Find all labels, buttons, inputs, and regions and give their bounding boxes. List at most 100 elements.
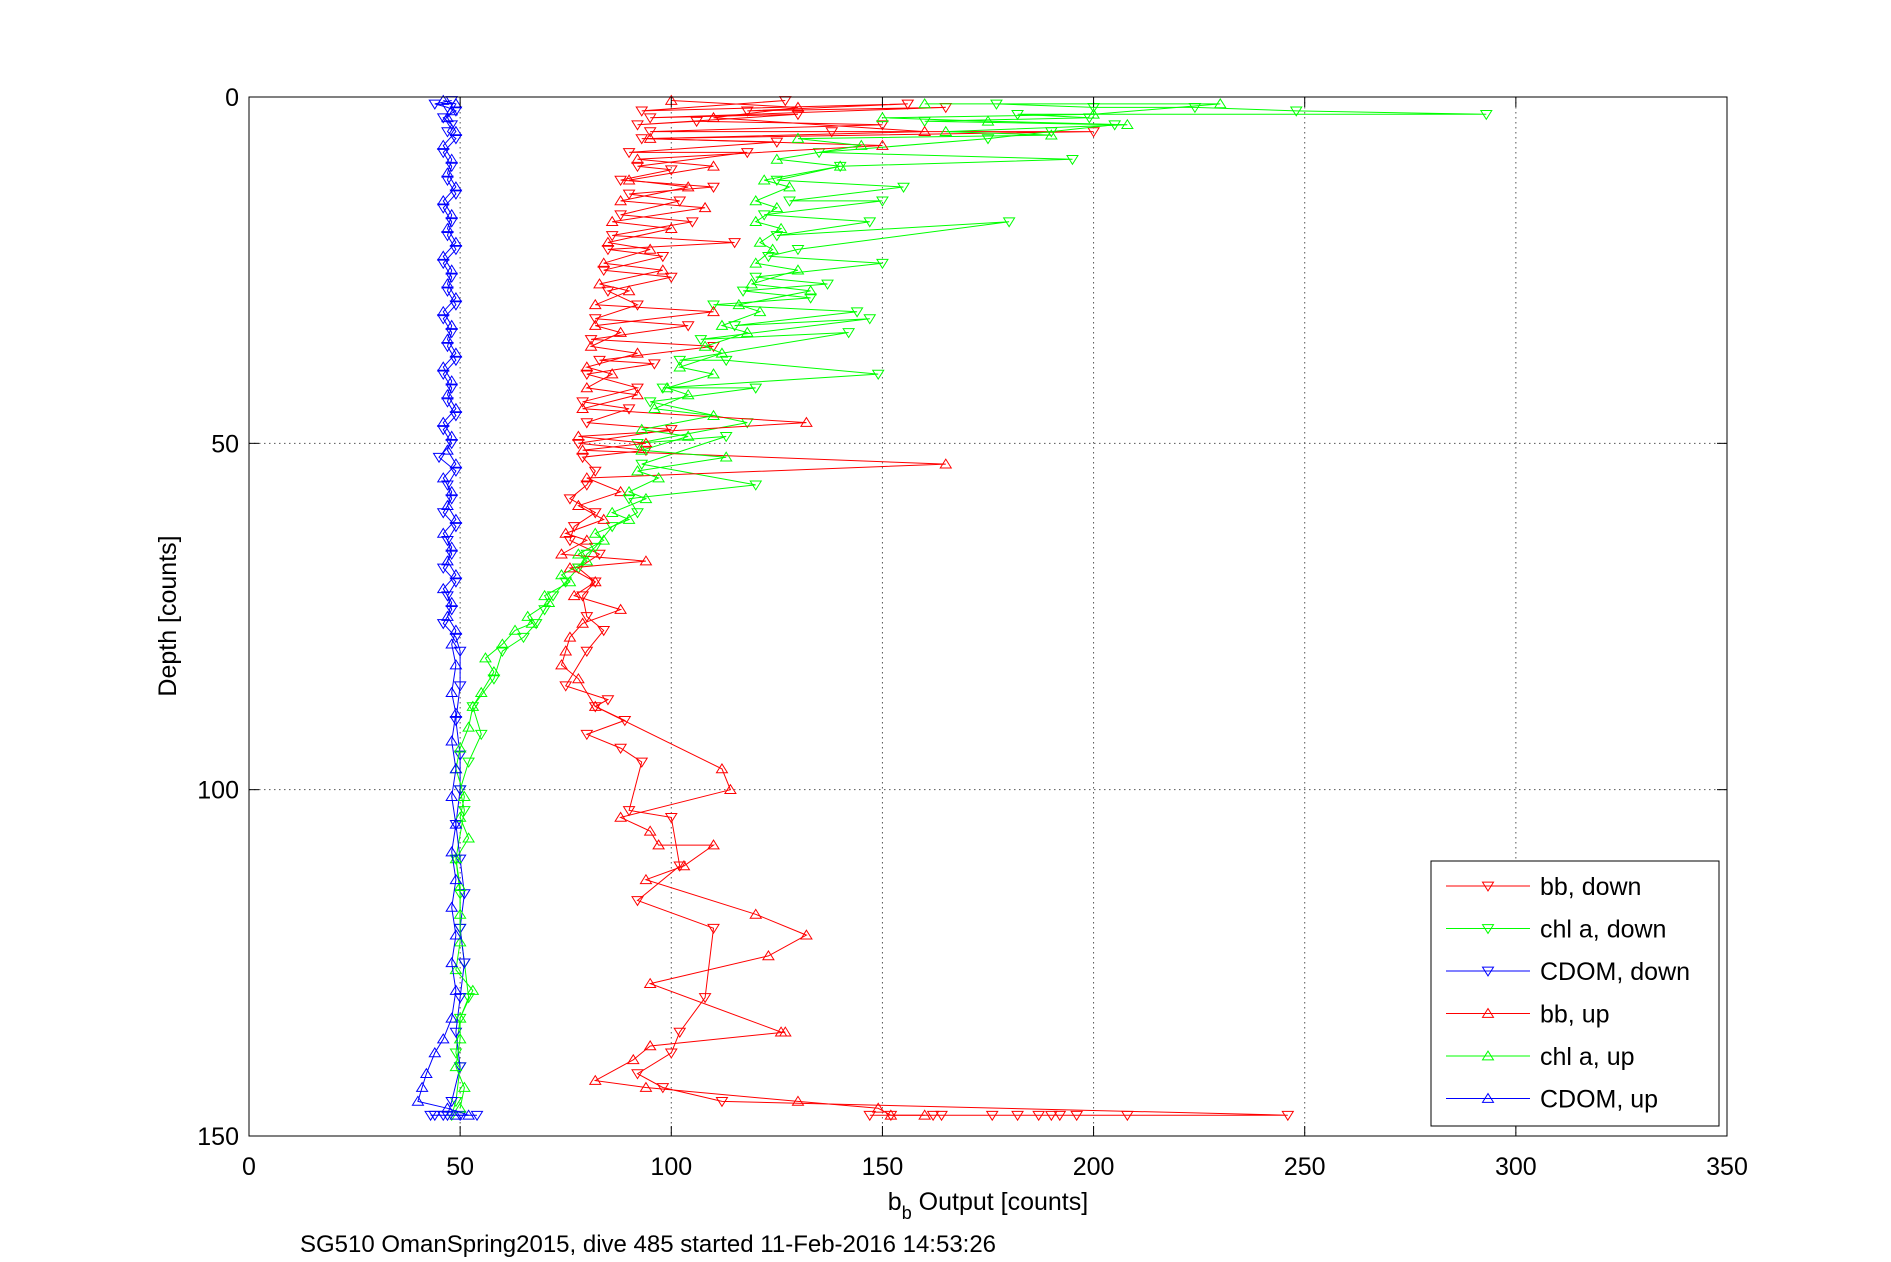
x-tick-label: 50 bbox=[446, 1153, 474, 1181]
data-point bbox=[707, 182, 720, 193]
data-point bbox=[441, 555, 454, 566]
data-point bbox=[715, 1097, 729, 1108]
data-point bbox=[495, 646, 509, 658]
y-tick-label: 150 bbox=[197, 1123, 239, 1151]
series-2 bbox=[445, 99, 1493, 1122]
data-point bbox=[732, 298, 746, 310]
x-tick-label: 300 bbox=[1495, 1153, 1537, 1181]
data-point bbox=[1002, 217, 1016, 228]
data-point bbox=[647, 402, 661, 414]
data-point bbox=[715, 347, 729, 358]
data-point bbox=[605, 522, 619, 533]
data-point bbox=[876, 111, 889, 123]
data-point bbox=[762, 950, 775, 961]
data-point bbox=[698, 201, 712, 213]
series-line bbox=[564, 100, 1288, 1116]
data-point bbox=[580, 361, 594, 372]
data-point bbox=[664, 272, 678, 283]
data-point bbox=[411, 1095, 425, 1106]
data-point bbox=[428, 1046, 442, 1058]
data-point bbox=[441, 167, 454, 178]
data-point bbox=[449, 291, 463, 303]
legend-marker bbox=[1481, 881, 1495, 892]
data-point bbox=[1120, 1110, 1134, 1122]
data-point bbox=[753, 236, 767, 247]
data-point bbox=[643, 1040, 657, 1051]
data-point bbox=[466, 702, 480, 713]
data-point bbox=[643, 113, 657, 124]
data-point bbox=[664, 813, 678, 824]
data-point bbox=[462, 993, 475, 1004]
data-point bbox=[441, 111, 454, 123]
data-point bbox=[580, 382, 594, 393]
data-point bbox=[449, 181, 463, 192]
data-point bbox=[728, 238, 742, 249]
series-5 bbox=[449, 98, 1227, 1113]
data-point bbox=[576, 402, 590, 414]
data-point bbox=[791, 109, 805, 121]
data-point bbox=[622, 494, 636, 505]
data-point bbox=[449, 245, 463, 256]
data-point bbox=[656, 264, 670, 275]
data-point bbox=[635, 134, 649, 145]
data-point bbox=[643, 977, 657, 988]
x-tick-label: 200 bbox=[1073, 1153, 1115, 1181]
data-point bbox=[597, 513, 611, 524]
series-line bbox=[451, 103, 1487, 1116]
data-point bbox=[580, 555, 594, 566]
data-point bbox=[926, 1110, 940, 1122]
data-point bbox=[622, 189, 636, 200]
data-point bbox=[436, 94, 450, 105]
data-point bbox=[470, 1110, 484, 1122]
data-point bbox=[647, 359, 661, 370]
data-point bbox=[445, 735, 459, 746]
data-point bbox=[876, 196, 889, 207]
data-point bbox=[576, 452, 590, 464]
data-point bbox=[457, 790, 471, 801]
data-point bbox=[449, 659, 463, 670]
data-point bbox=[445, 430, 459, 441]
data-point bbox=[445, 901, 459, 912]
data-point bbox=[436, 472, 450, 483]
data-point bbox=[563, 575, 577, 587]
data-point bbox=[981, 134, 995, 145]
data-point bbox=[453, 1062, 467, 1073]
data-point bbox=[804, 293, 818, 304]
data-point bbox=[588, 298, 602, 310]
data-point bbox=[614, 210, 628, 221]
data-point bbox=[939, 125, 953, 136]
data-point bbox=[445, 596, 459, 607]
data-point bbox=[605, 231, 619, 242]
data-point bbox=[436, 582, 450, 594]
data-point bbox=[576, 591, 590, 602]
data-point bbox=[664, 1048, 678, 1059]
data-point bbox=[770, 153, 784, 164]
data-point bbox=[724, 783, 737, 795]
data-point bbox=[664, 425, 678, 436]
data-point bbox=[601, 695, 615, 706]
data-point bbox=[778, 1026, 792, 1037]
data-point bbox=[445, 120, 459, 131]
data-point bbox=[707, 409, 720, 420]
data-point bbox=[436, 305, 450, 317]
data-point bbox=[639, 555, 653, 566]
chart-caption: SG510 OmanSpring2015, dive 485 started 1… bbox=[300, 1231, 996, 1258]
data-point bbox=[449, 762, 463, 774]
data-point bbox=[681, 181, 695, 192]
data-point bbox=[863, 1110, 877, 1122]
series-line bbox=[559, 100, 946, 1116]
y-axis-label: Depth [counts] bbox=[154, 535, 182, 696]
data-point bbox=[863, 217, 877, 228]
data-point bbox=[681, 321, 695, 332]
data-point bbox=[449, 513, 463, 524]
data-point bbox=[884, 1110, 898, 1122]
data-point bbox=[559, 681, 573, 692]
data-point bbox=[821, 279, 834, 290]
data-point bbox=[850, 307, 864, 318]
data-point bbox=[749, 480, 763, 491]
data-point bbox=[707, 305, 720, 317]
legend-marker bbox=[1481, 924, 1495, 935]
data-point bbox=[635, 423, 649, 434]
data-point bbox=[631, 120, 644, 131]
